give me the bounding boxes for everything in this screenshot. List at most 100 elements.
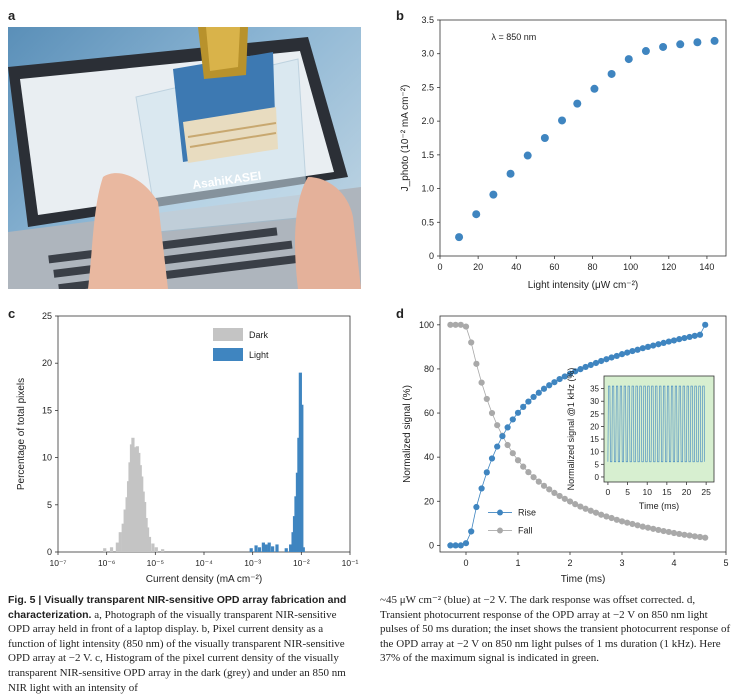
data-point-rise: [681, 334, 688, 342]
data-point-fall: [665, 528, 672, 536]
data-point-rise: [530, 393, 537, 401]
data-point-fall: [686, 532, 693, 539]
inset-x-tick-label: 5: [625, 487, 630, 497]
histogram-bar-dark: [103, 548, 107, 552]
histogram-bar-light: [289, 544, 293, 552]
data-point-rise: [494, 443, 501, 450]
panel-c-label: c: [8, 306, 16, 321]
caption-b: b, Pixel current density as a function o…: [8, 623, 345, 665]
inset-x-tick-label: 15: [662, 487, 672, 497]
histogram-bar-dark: [161, 549, 165, 552]
data-point-fall: [566, 498, 574, 505]
data-point: [540, 134, 549, 142]
data-point-rise: [520, 403, 527, 410]
y-tick-label: 25: [42, 311, 52, 321]
y-axis-label: Normalized signal (%): [402, 385, 413, 483]
histogram-bar-dark: [123, 509, 127, 552]
x-tick-label: 60: [549, 262, 559, 272]
data-point-fall: [655, 526, 662, 534]
data-point-fall: [670, 529, 678, 537]
caption-continued: ~45 μW cm⁻² (blue) at −2 V. The dark res…: [380, 594, 731, 665]
data-point: [523, 151, 532, 160]
x-tick-label: 0: [437, 262, 442, 272]
data-point-rise: [468, 528, 475, 535]
x-tick-label: 10⁻⁶: [98, 558, 115, 568]
inset-x-tick-label: 0: [606, 487, 611, 497]
y-tick-label: 60: [424, 408, 434, 418]
data-point-rise: [629, 347, 636, 355]
legend-label-rise: Rise: [518, 508, 536, 518]
y-axis-label: J_photo (10⁻² mA cm⁻²): [400, 85, 411, 192]
data-point-rise: [525, 398, 532, 405]
data-point-fall: [473, 360, 480, 367]
inset-x-tick-label: 20: [682, 487, 692, 497]
data-point-fall: [644, 524, 652, 531]
data-point-rise: [540, 385, 548, 392]
plot-frame: [439, 19, 727, 257]
data-point-rise: [618, 351, 626, 358]
y-tick-label: 0.5: [421, 217, 434, 227]
data-point-rise: [499, 433, 506, 440]
data-point-rise: [598, 357, 605, 365]
data-point-rise: [691, 332, 698, 339]
legend-swatch-dark: [213, 328, 243, 341]
data-point-rise: [613, 352, 620, 360]
data-point: [489, 190, 498, 199]
data-point-fall: [681, 531, 688, 538]
x-tick-label: 10⁻⁵: [147, 558, 164, 568]
inset-x-tick-label: 10: [642, 487, 652, 497]
x-tick-label: 40: [511, 262, 521, 272]
plot-frame: [439, 315, 727, 553]
data-point-fall: [582, 505, 589, 512]
data-point-fall: [702, 534, 709, 541]
data-point-fall: [551, 489, 558, 496]
histogram-bar-dark: [109, 547, 114, 552]
y-tick-label: 20: [42, 358, 52, 368]
histogram-bar-light: [257, 547, 262, 552]
data-point-rise: [676, 336, 683, 343]
data-point-fall: [483, 395, 490, 403]
x-tick-label: 120: [661, 262, 676, 272]
data-point: [573, 99, 582, 108]
data-point-rise: [452, 542, 459, 549]
data-point-fall: [540, 482, 548, 489]
data-point-fall: [691, 533, 698, 540]
data-point-rise: [686, 333, 693, 341]
panel-b-label: b: [396, 8, 404, 23]
x-tick-label: 4: [671, 558, 676, 568]
data-point-fall: [504, 441, 511, 449]
data-point-fall: [452, 321, 459, 328]
histogram-bar-light: [271, 546, 275, 552]
data-point-fall: [577, 503, 584, 510]
data-point: [659, 42, 668, 51]
data-point: [710, 36, 719, 45]
data-point-fall: [676, 530, 683, 538]
data-point: [558, 116, 567, 125]
data-point-rise: [546, 382, 553, 389]
x-tick-label: 10⁻³: [244, 558, 261, 568]
histogram-bar-light: [300, 404, 304, 552]
data-point-rise: [447, 542, 454, 549]
histogram-bar-light: [261, 542, 265, 552]
x-tick-label: 80: [588, 262, 598, 272]
histogram-bar-light: [264, 544, 268, 552]
legend-marker-rise: [497, 509, 503, 516]
legend-swatch-light: [213, 348, 243, 361]
inset-signal-line: [607, 385, 705, 463]
y-tick-label: 40: [424, 452, 434, 462]
data-point: [693, 38, 702, 47]
data-point-rise: [608, 354, 615, 361]
data-point-rise: [561, 373, 568, 380]
data-point-fall: [624, 519, 631, 526]
histogram-bar-light: [284, 548, 288, 552]
data-point-rise: [504, 424, 511, 431]
y-tick-label: 1.0: [421, 184, 434, 194]
data-point-rise: [650, 342, 657, 349]
data-point: [676, 40, 685, 49]
x-tick-label: 10⁻¹: [342, 558, 359, 568]
x-tick-label: 2: [567, 558, 572, 568]
data-point-rise: [551, 379, 558, 386]
caption-a: a, Photograph of the visually transparen…: [8, 608, 337, 636]
y-tick-label: 5: [47, 500, 52, 510]
